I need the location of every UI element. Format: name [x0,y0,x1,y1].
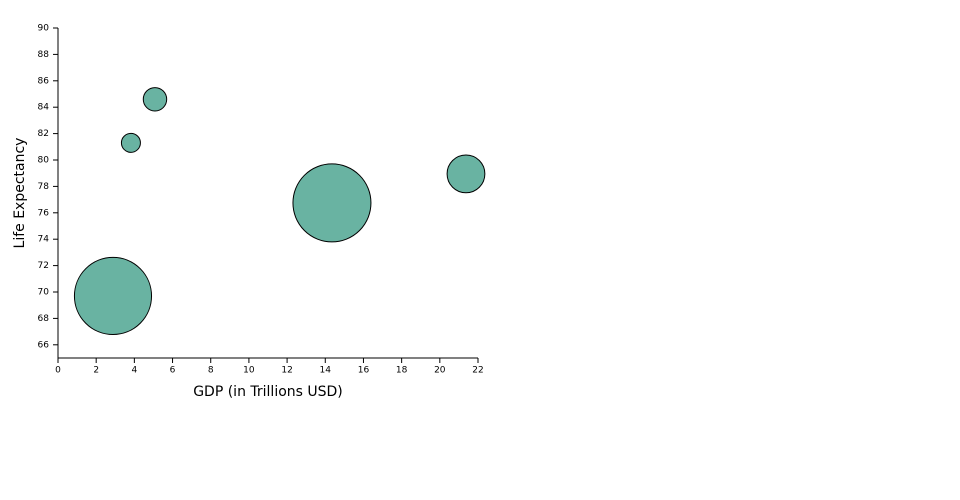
y-tick-label: 80 [38,156,50,166]
y-tick-label: 90 [38,24,50,34]
x-tick-label: 22 [472,366,483,376]
y-tick-label: 74 [38,235,50,245]
y-tick-label: 82 [38,129,49,139]
bubble [142,87,168,112]
y-tick-label: 76 [38,208,50,218]
x-tick-label: 0 [55,366,61,376]
y-tick-label: 86 [38,76,50,86]
x-tick-label: 12 [281,366,292,376]
y-tick-label: 72 [38,261,49,271]
x-tick-label: 8 [208,366,214,376]
y-tick-label: 78 [38,182,50,192]
bubble [120,132,141,153]
bubble [292,163,372,243]
x-tick-label: 16 [358,366,370,376]
x-tick-label: 20 [434,366,446,376]
x-tick-label: 2 [93,366,99,376]
y-tick-label: 68 [38,314,50,324]
x-tick-label: 4 [131,366,137,376]
x-tick-label: 6 [170,366,176,376]
x-tick-label: 18 [396,366,408,376]
y-tick-label: 66 [38,340,50,350]
x-tick-label: 10 [243,366,255,376]
x-axis-title: GDP (in Trillions USD) [193,384,343,400]
y-tick-label: 70 [38,288,50,298]
x-tick-label: 14 [320,366,332,376]
y-tick-label: 88 [38,50,50,60]
bubble [446,154,486,194]
bubble [73,256,153,336]
y-tick-label: 84 [38,103,50,113]
y-axis-title: Life Expectancy [12,138,28,249]
